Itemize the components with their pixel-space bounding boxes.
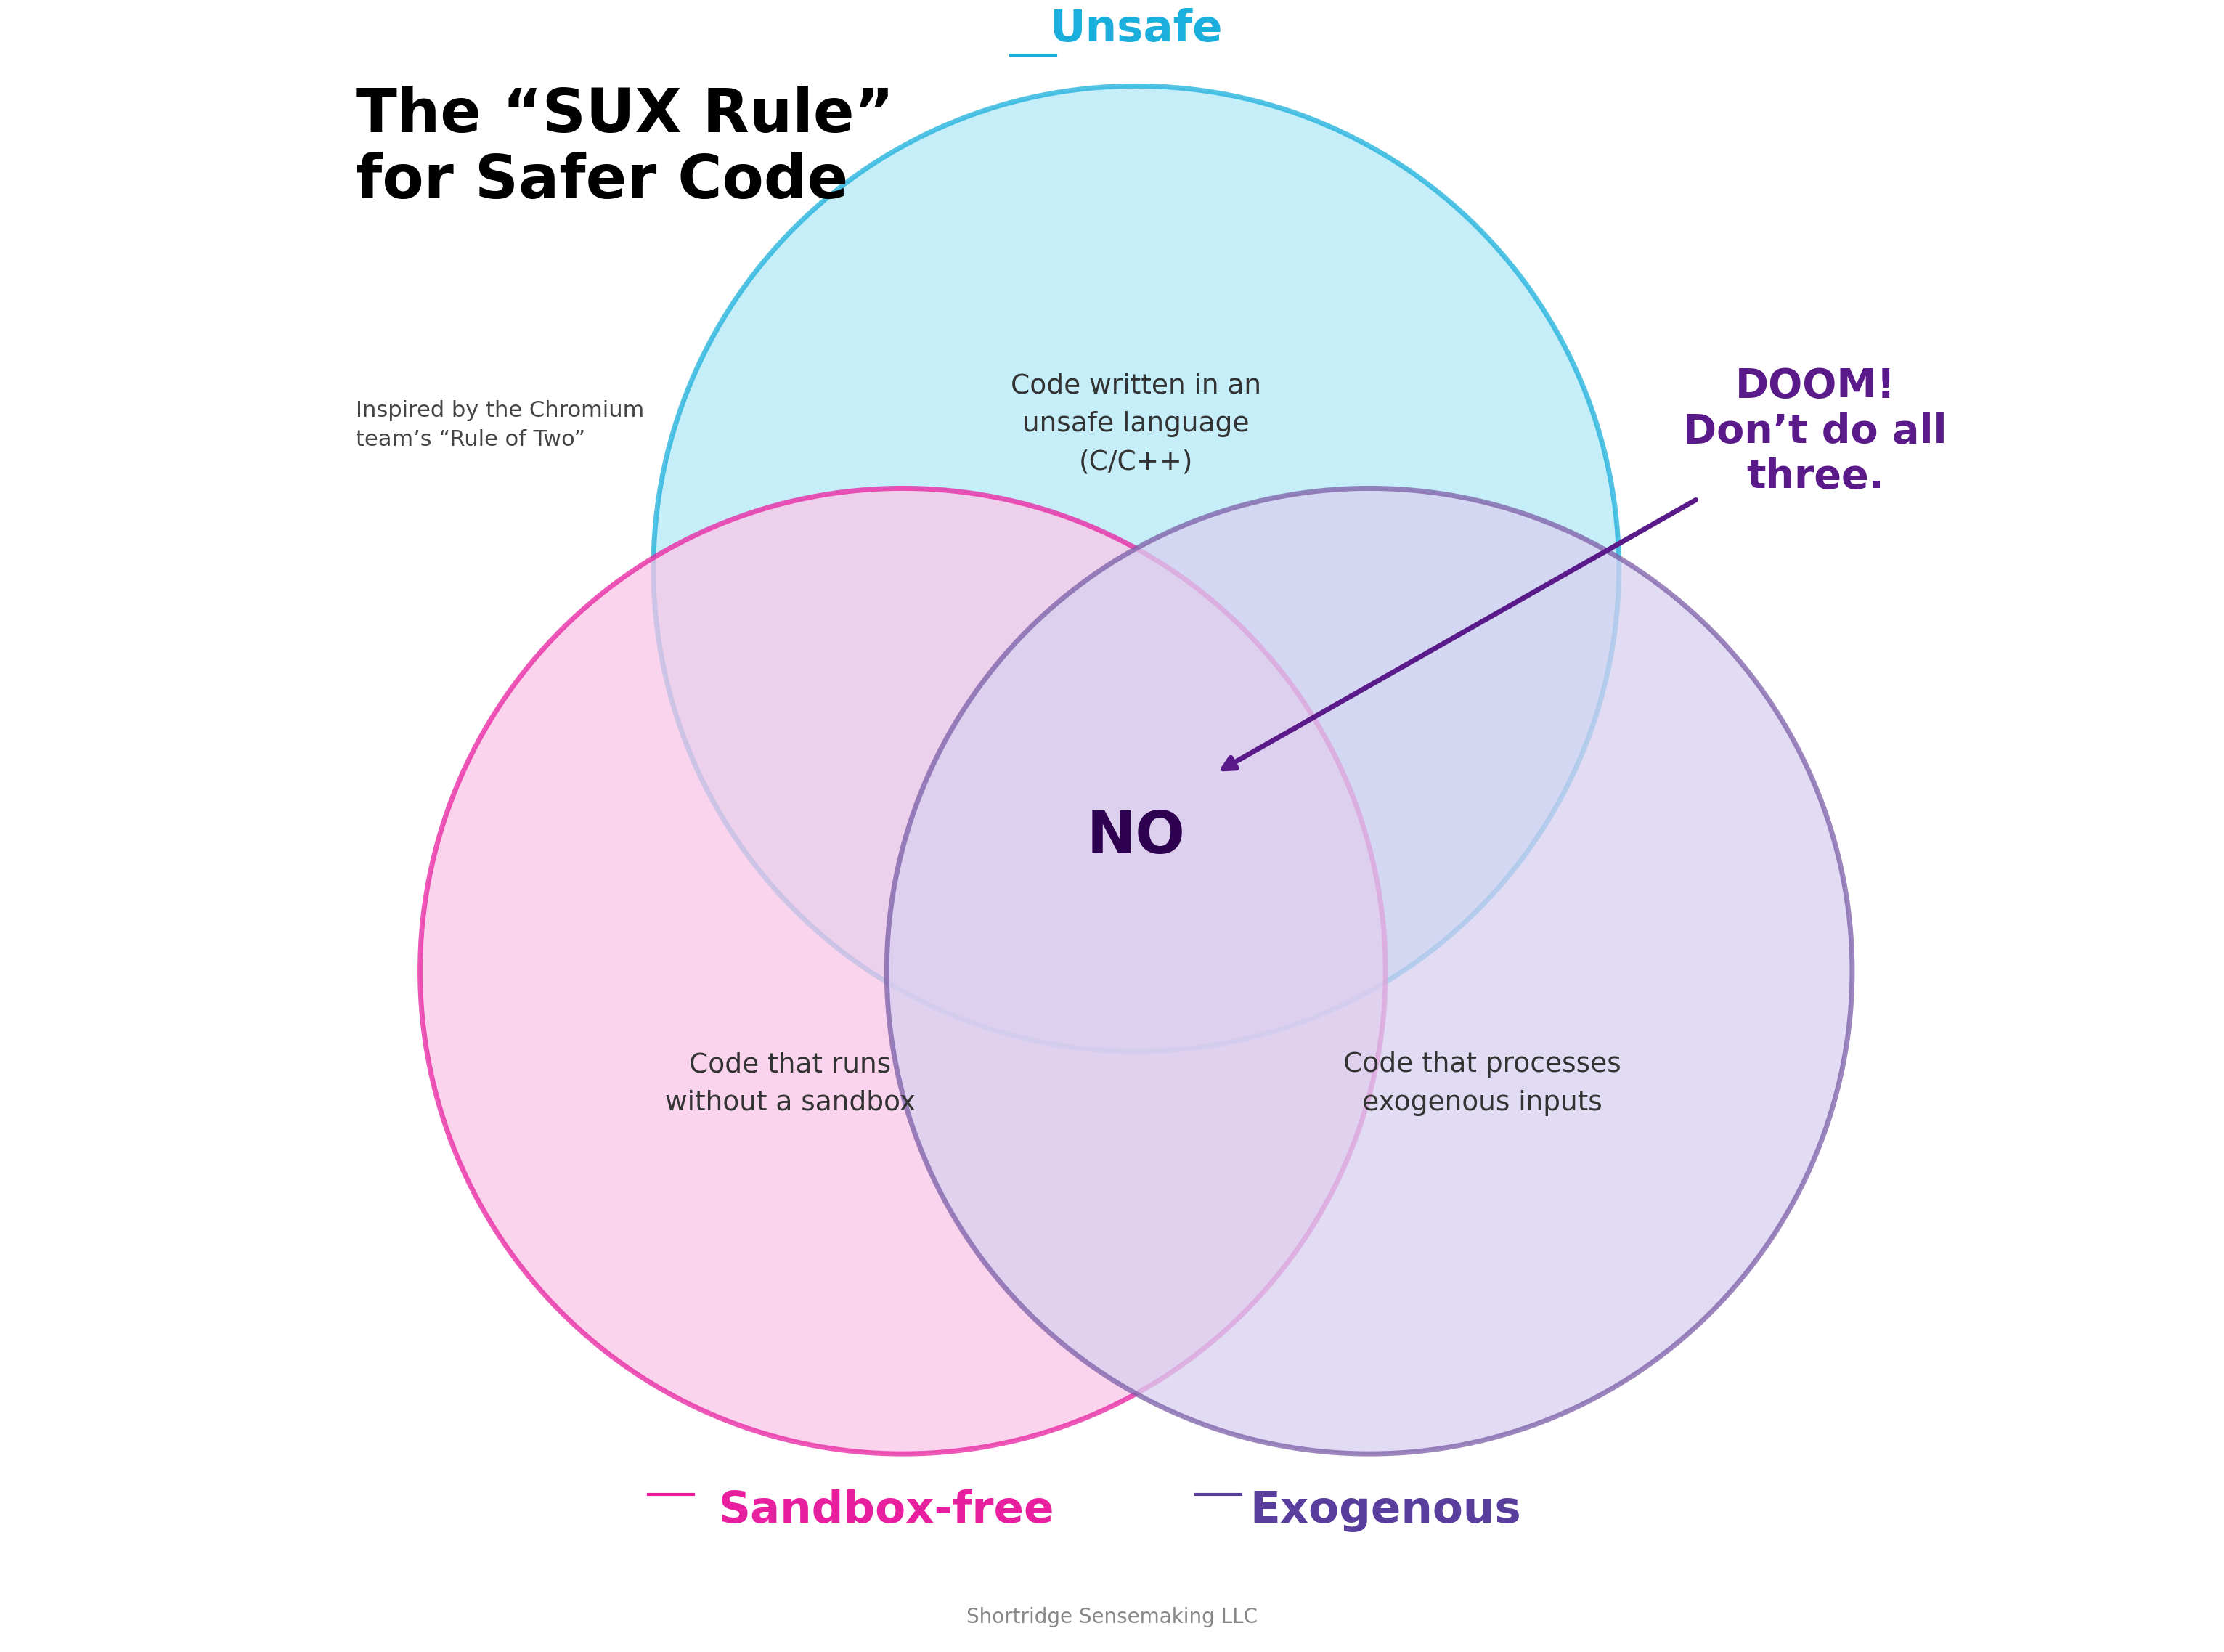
- Text: Code written in an
unsafe language
(C/C++): Code written in an unsafe language (C/C+…: [1012, 372, 1261, 476]
- Text: Inspired by the Chromium
team’s “Rule of Two”: Inspired by the Chromium team’s “Rule of…: [356, 400, 645, 451]
- Text: Code that processes
exogenous inputs: Code that processes exogenous inputs: [1343, 1051, 1621, 1117]
- Text: Sandbox-free: Sandbox-free: [718, 1488, 1054, 1531]
- Text: DOOM!
Don’t do all
three.: DOOM! Don’t do all three.: [1223, 367, 1948, 768]
- Text: Shortridge Sensemaking LLC: Shortridge Sensemaking LLC: [967, 1607, 1257, 1627]
- Text: NO: NO: [1088, 808, 1185, 866]
- Circle shape: [887, 489, 1853, 1454]
- Circle shape: [654, 86, 1619, 1052]
- Text: Exogenous: Exogenous: [1250, 1488, 1521, 1531]
- Text: Unsafe: Unsafe: [1050, 8, 1223, 51]
- Text: Code that runs
without a sandbox: Code that runs without a sandbox: [665, 1051, 916, 1117]
- Text: The “SUX Rule”
for Safer Code: The “SUX Rule” for Safer Code: [356, 86, 894, 210]
- Circle shape: [420, 489, 1386, 1454]
